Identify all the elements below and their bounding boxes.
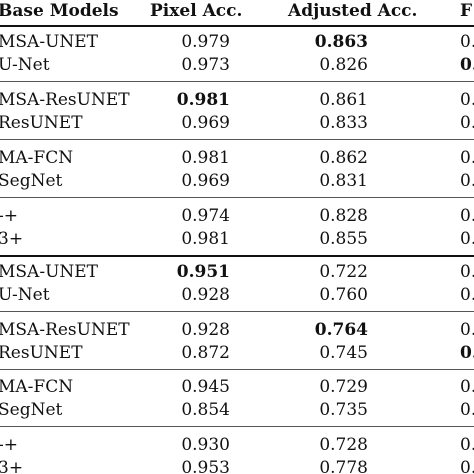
cell-f1: 0. [460, 400, 474, 420]
cell-pixel-acc: 0.981 [181, 148, 230, 168]
cell-f1: 0. [460, 113, 474, 133]
cell-model: MSA-UNET [0, 32, 99, 52]
cell-model: 3+ [0, 458, 24, 474]
cell-f1: 0. [460, 320, 474, 340]
cell-adjusted-acc: 0.735 [319, 400, 368, 420]
cell-adjusted-acc: 0.722 [319, 262, 368, 282]
table-rule [0, 255, 474, 257]
cell-pixel-acc: 0.930 [181, 435, 230, 455]
cell-model: 3+ [0, 229, 24, 249]
header-f1: F1 [460, 1, 474, 21]
table-rule [0, 369, 474, 370]
cell-f1: 0. [460, 458, 474, 474]
cell-f1: 0. [460, 32, 474, 52]
cell-pixel-acc: 0.953 [181, 458, 230, 474]
cell-model: ResUNET [0, 113, 83, 133]
cell-adjusted-acc: 0.729 [319, 377, 368, 397]
cell-model: -+ [0, 206, 18, 226]
cell-adjusted-acc: 0.760 [319, 285, 368, 305]
cell-adjusted-acc: 0.863 [314, 32, 368, 52]
cell-f1: 0. [460, 55, 474, 75]
cell-model: SegNet [0, 400, 63, 420]
cell-adjusted-acc: 0.833 [319, 113, 368, 133]
cell-adjusted-acc: 0.855 [319, 229, 368, 249]
cell-model: -+ [0, 435, 18, 455]
cell-model: MSA-ResUNET [0, 320, 130, 340]
cell-f1: 0. [460, 206, 474, 226]
cell-f1: 0. [460, 435, 474, 455]
cell-pixel-acc: 0.951 [176, 262, 230, 282]
cell-adjusted-acc: 0.828 [319, 206, 368, 226]
cell-f1: 0. [460, 171, 474, 191]
cell-f1: 0. [460, 343, 474, 363]
cell-f1: 0. [460, 262, 474, 282]
cell-f1: 0. [460, 229, 474, 249]
cell-adjusted-acc: 0.778 [319, 458, 368, 474]
cell-model: SegNet [0, 171, 63, 191]
cell-pixel-acc: 0.872 [181, 343, 230, 363]
cell-adjusted-acc: 0.862 [319, 148, 368, 168]
cell-pixel-acc: 0.974 [181, 206, 230, 226]
cell-f1: 0. [460, 90, 474, 110]
cell-model: U-Net [0, 285, 50, 305]
cell-adjusted-acc: 0.826 [319, 55, 368, 75]
cell-pixel-acc: 0.973 [181, 55, 230, 75]
cell-f1: 0. [460, 148, 474, 168]
cell-pixel-acc: 0.979 [181, 32, 230, 52]
cell-adjusted-acc: 0.831 [319, 171, 368, 191]
cell-pixel-acc: 0.981 [176, 90, 230, 110]
table-rule [0, 81, 474, 82]
header-pixel-acc: Pixel Acc. [150, 1, 243, 21]
cell-model: MA-FCN [0, 148, 74, 168]
cell-pixel-acc: 0.945 [181, 377, 230, 397]
cell-f1: 0. [460, 285, 474, 305]
cell-pixel-acc: 0.928 [181, 285, 230, 305]
cell-adjusted-acc: 0.764 [314, 320, 368, 340]
table-rule [0, 197, 474, 198]
cell-adjusted-acc: 0.728 [319, 435, 368, 455]
cell-f1: 0. [460, 377, 474, 397]
cell-pixel-acc: 0.981 [181, 229, 230, 249]
header-adjusted-acc: Adjusted Acc. [288, 1, 418, 21]
cell-pixel-acc: 0.969 [181, 113, 230, 133]
header-base-models: Base Models [0, 1, 119, 21]
cell-pixel-acc: 0.969 [181, 171, 230, 191]
cell-pixel-acc: 0.854 [181, 400, 230, 420]
table-rule [0, 25, 474, 27]
cell-adjusted-acc: 0.745 [319, 343, 368, 363]
cell-model: MSA-UNET [0, 262, 99, 282]
table-rule [0, 139, 474, 140]
cell-model: MSA-ResUNET [0, 90, 130, 110]
cell-pixel-acc: 0.928 [181, 320, 230, 340]
table-rule [0, 311, 474, 312]
table-rule [0, 426, 474, 427]
cell-model: ResUNET [0, 343, 83, 363]
cell-model: MA-FCN [0, 377, 74, 397]
cell-model: U-Net [0, 55, 50, 75]
cell-adjusted-acc: 0.861 [319, 90, 368, 110]
